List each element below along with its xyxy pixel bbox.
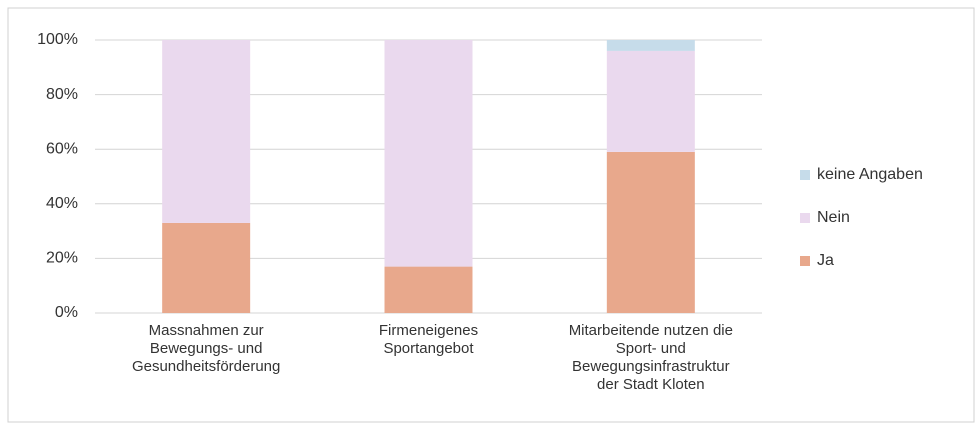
legend-swatch [800,170,810,180]
y-tick-label: 0% [55,304,78,321]
bar-segment [606,40,695,51]
legend-label: Ja [817,252,834,269]
y-tick-label: 60% [46,140,78,157]
bar-segment [384,266,473,313]
x-tick-label: Firmeneigenes Sportangebot [378,322,479,357]
y-tick-label: 20% [46,250,78,267]
y-tick-label: 100% [37,31,78,48]
x-tick-label: Mitarbeitende nutzen die Sport- und Bewe… [568,322,733,393]
y-tick-label: 80% [46,86,78,103]
y-tick-label: 40% [46,195,78,212]
bar-segment [384,40,473,267]
bar-segment [606,50,695,152]
legend-swatch [800,256,810,266]
legend-label: keine Angaben [817,166,923,183]
x-tick-label: Massnahmen zur Bewegungs- und Gesundheit… [131,322,281,375]
bar-segment [606,151,695,313]
chart-border [7,7,975,423]
legend-label: Nein [817,209,850,226]
bar-segment [162,222,251,313]
bar-segment [162,40,251,223]
legend-swatch [800,213,810,223]
